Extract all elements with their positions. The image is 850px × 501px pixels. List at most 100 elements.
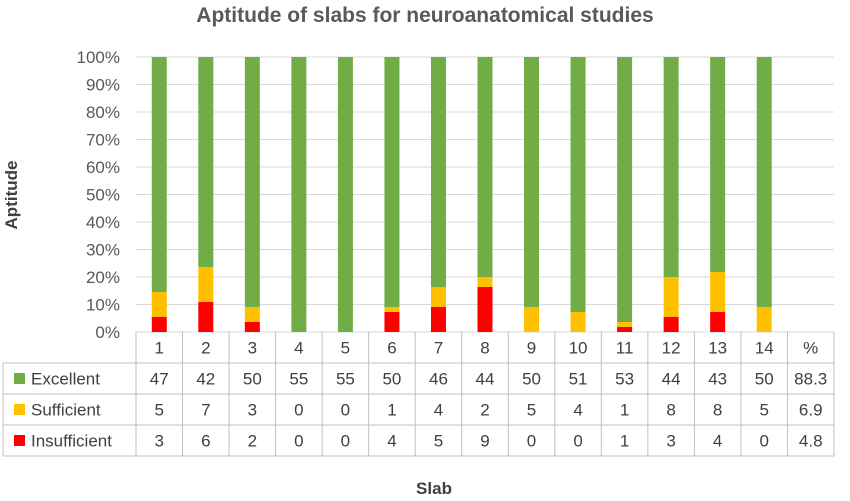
legend-swatch-sufficient <box>14 404 25 415</box>
x-tick-label: 2 <box>201 339 210 358</box>
bar-sufficient-slab-2 <box>198 267 214 302</box>
data-label: 4 <box>573 401 582 420</box>
data-label: 44 <box>476 370 495 389</box>
x-tick-label: 8 <box>480 339 489 358</box>
legend-swatch-insufficient <box>14 435 25 446</box>
bar-sufficient-slab-11 <box>617 322 633 327</box>
data-label: 0 <box>294 401 303 420</box>
bar-sufficient-slab-14 <box>756 307 772 332</box>
y-tick-label: 70% <box>86 131 120 150</box>
legend-swatch-excellent <box>14 373 25 384</box>
bar-insufficient-slab-13 <box>710 312 726 332</box>
bar-excellent-slab-10 <box>570 57 586 312</box>
data-label: 47 <box>150 370 169 389</box>
data-label: 5 <box>155 401 164 420</box>
data-label: 2 <box>248 432 257 451</box>
y-axis-title: Aptitude <box>2 161 21 230</box>
x-tick-label: 7 <box>434 339 443 358</box>
y-tick-label: 30% <box>86 241 120 260</box>
data-label: 0 <box>294 432 303 451</box>
total-percent-label: 6.9 <box>799 401 823 420</box>
data-label: 46 <box>429 370 448 389</box>
bar-sufficient-slab-13 <box>710 272 726 312</box>
data-label: 44 <box>662 370 681 389</box>
data-label: 0 <box>341 401 350 420</box>
bar-insufficient-slab-7 <box>430 307 446 332</box>
bar-sufficient-slab-3 <box>244 307 260 322</box>
data-label: 1 <box>620 432 629 451</box>
data-label: 8 <box>713 401 722 420</box>
x-tick-label: 9 <box>527 339 536 358</box>
legend-label-excellent: Excellent <box>31 370 100 389</box>
data-label: 9 <box>480 432 489 451</box>
bar-excellent-slab-4 <box>291 57 307 332</box>
data-label: 55 <box>336 370 355 389</box>
bar-excellent-slab-6 <box>384 57 400 307</box>
y-tick-label: 80% <box>86 103 120 122</box>
data-label: 43 <box>708 370 727 389</box>
bar-sufficient-slab-8 <box>477 277 493 287</box>
bar-excellent-slab-5 <box>337 57 353 332</box>
bar-insufficient-slab-8 <box>477 287 493 332</box>
data-label: 0 <box>573 432 582 451</box>
bar-excellent-slab-13 <box>710 57 726 272</box>
y-tick-label: 100% <box>77 48 120 67</box>
data-label: 3 <box>666 432 675 451</box>
bar-excellent-slab-14 <box>756 57 772 307</box>
data-label: 5 <box>434 432 443 451</box>
data-label: 8 <box>666 401 675 420</box>
data-label: 50 <box>243 370 262 389</box>
x-tick-label: 3 <box>248 339 257 358</box>
total-percent-label: 4.8 <box>799 432 823 451</box>
y-tick-labels: 0% 10% 20% 30% 40% 50% 60% 70% 80% 90% 100% <box>77 48 120 342</box>
bar-sufficient-slab-10 <box>570 312 586 332</box>
bar-excellent-slab-1 <box>151 57 167 292</box>
data-label: 1 <box>387 401 396 420</box>
x-tick-label: 14 <box>755 339 774 358</box>
data-label: 0 <box>341 432 350 451</box>
x-tick-label: % <box>803 339 818 358</box>
bar-insufficient-slab-3 <box>244 322 260 332</box>
bars <box>151 57 772 332</box>
y-tick-label: 20% <box>86 268 120 287</box>
data-label: 50 <box>522 370 541 389</box>
bar-insufficient-slab-12 <box>663 317 679 332</box>
y-tick-label: 90% <box>86 76 120 95</box>
data-label: 5 <box>527 401 536 420</box>
bar-excellent-slab-3 <box>244 57 260 307</box>
x-tick-label: 12 <box>662 339 681 358</box>
data-label: 2 <box>480 401 489 420</box>
data-label: 4 <box>387 432 396 451</box>
bar-excellent-slab-9 <box>524 57 540 307</box>
data-label: 51 <box>569 370 588 389</box>
x-tick-label: 10 <box>569 339 588 358</box>
bar-excellent-slab-12 <box>663 57 679 277</box>
bar-sufficient-slab-9 <box>524 307 540 332</box>
data-label: 3 <box>155 432 164 451</box>
legend-label-insufficient: Insufficient <box>31 432 112 451</box>
bar-insufficient-slab-11 <box>617 327 633 332</box>
x-tick-label: 6 <box>387 339 396 358</box>
bar-excellent-slab-11 <box>617 57 633 322</box>
data-label: 50 <box>382 370 401 389</box>
bar-sufficient-slab-12 <box>663 277 679 317</box>
data-label: 1 <box>620 401 629 420</box>
y-tick-label: 60% <box>86 158 120 177</box>
x-tick-label: 1 <box>155 339 164 358</box>
y-tick-label: 10% <box>86 296 120 315</box>
data-label: 7 <box>201 401 210 420</box>
bar-excellent-slab-2 <box>198 57 214 267</box>
legend-label-sufficient: Sufficient <box>31 401 101 420</box>
data-label: 50 <box>755 370 774 389</box>
data-label: 5 <box>759 401 768 420</box>
data-table: 1 2 3 4 5 6 7 8 9 10 11 12 13 14 %Excellent 47 42 50 55 55 5… <box>2 332 835 457</box>
data-label: 4 <box>713 432 722 451</box>
y-tick-label: 50% <box>86 186 120 205</box>
data-label: 0 <box>759 432 768 451</box>
data-label: 55 <box>289 370 308 389</box>
data-label: 4 <box>434 401 443 420</box>
bar-sufficient-slab-6 <box>384 307 400 312</box>
bar-insufficient-slab-1 <box>151 317 167 332</box>
